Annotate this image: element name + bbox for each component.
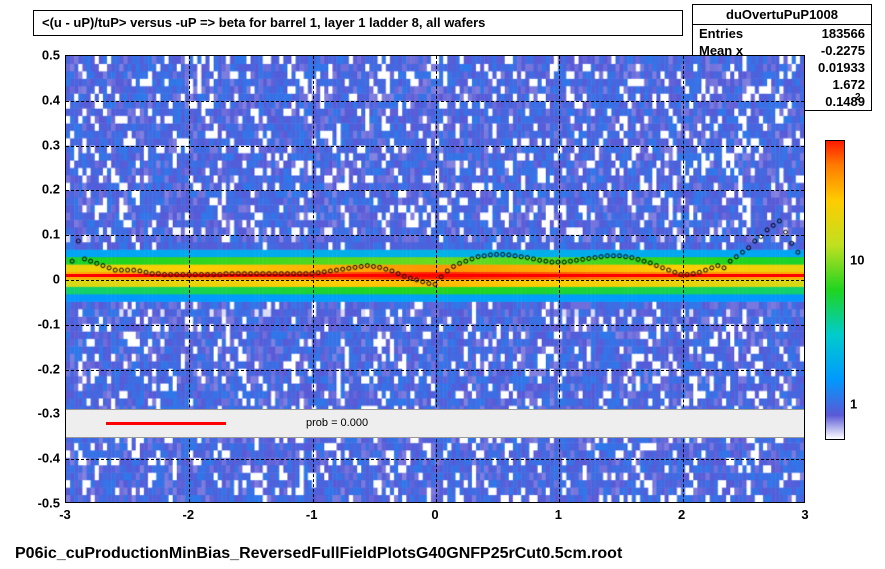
grid-line-horizontal: [66, 190, 804, 191]
stats-meany-value: 0.01933: [818, 60, 865, 75]
grid-line-horizontal: [66, 280, 804, 281]
footer-filename: P06ic_cuProductionMinBias_ReversedFullFi…: [15, 545, 622, 563]
chart-title-box: <(u - uP)/tuP> versus -uP => beta for ba…: [33, 10, 683, 36]
grid-line-horizontal: [66, 459, 804, 460]
legend-fit-line-sample: [106, 422, 226, 425]
y-tick-label: 0: [53, 272, 60, 287]
colorbar-top-exponent: 2: [855, 92, 861, 103]
colorbar-tick-label: 10: [850, 253, 864, 268]
y-tick-label: 0.3: [42, 137, 60, 152]
colorbar-container: 1 10: [825, 140, 885, 440]
y-tick-label: 0.4: [42, 92, 60, 107]
stats-entries-row: Entries 183566: [693, 25, 871, 42]
x-tick-label: 2: [678, 507, 685, 522]
fit-line: [66, 274, 804, 277]
y-tick-label: -0.1: [38, 316, 60, 331]
stats-entries-label: Entries: [699, 26, 743, 41]
x-tick-label: -1: [306, 507, 318, 522]
y-tick-label: -0.4: [38, 451, 60, 466]
x-tick-label: -2: [183, 507, 195, 522]
y-tick-label: -0.3: [38, 406, 60, 421]
stats-histogram-name: duOvertuPuP1008: [693, 5, 871, 25]
x-axis-tick-container: -3-2-10123: [65, 505, 805, 525]
grid-line-horizontal: [66, 146, 804, 147]
y-tick-label: -0.2: [38, 361, 60, 376]
y-tick-label: 0.1: [42, 227, 60, 242]
colorbar: [825, 140, 845, 440]
x-tick-label: 0: [431, 507, 438, 522]
grid-line-horizontal: [66, 235, 804, 236]
stats-meanx-value: -0.2275: [821, 43, 865, 58]
y-axis-tick-container: -0.5-0.4-0.3-0.2-0.100.10.20.30.40.5: [0, 55, 62, 503]
chart-title: <(u - uP)/tuP> versus -uP => beta for ba…: [42, 15, 485, 30]
grid-line-horizontal: [66, 370, 804, 371]
grid-line-horizontal: [66, 325, 804, 326]
stats-entries-value: 183566: [822, 26, 865, 41]
grid-line-horizontal: [66, 101, 804, 102]
y-tick-label: 0.5: [42, 48, 60, 63]
legend-prob-text: prob = 0.000: [306, 417, 368, 429]
x-tick-label: -3: [59, 507, 71, 522]
stats-rmsx-value: 1.672: [832, 77, 865, 92]
legend-box: prob = 0.000: [66, 409, 804, 438]
y-tick-label: -0.5: [38, 496, 60, 511]
plot-area: prob = 0.000: [65, 55, 805, 503]
x-tick-label: 1: [555, 507, 562, 522]
colorbar-tick-label: 1: [850, 397, 857, 412]
y-tick-label: 0.2: [42, 182, 60, 197]
x-tick-label: 3: [801, 507, 808, 522]
